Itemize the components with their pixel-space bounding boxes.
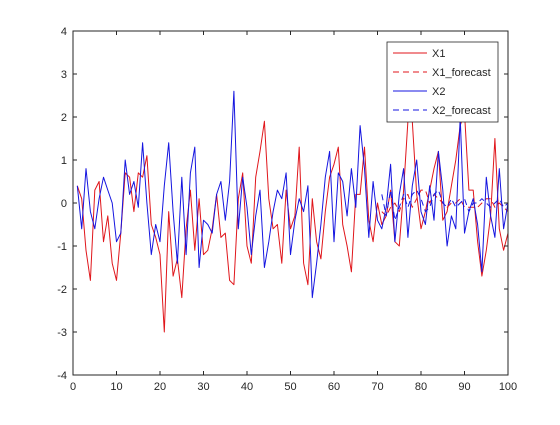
- legend-box: [386, 41, 499, 123]
- legend-label-x2: X2: [432, 86, 445, 98]
- series-line-x1: [76, 112, 509, 333]
- y-tick-label: 2: [61, 112, 67, 124]
- x-tick-label: 50: [284, 381, 296, 393]
- x-tick-label: 100: [499, 381, 517, 393]
- x-tick-label: 40: [241, 381, 253, 393]
- y-tick-label: -3: [57, 327, 67, 339]
- x-tick-label: 80: [415, 381, 427, 393]
- legend-label-x1_forecast: X1_forecast: [432, 67, 491, 79]
- y-tick-label: -2: [57, 284, 67, 296]
- y-tick-label: 3: [61, 69, 67, 81]
- y-tick-label: 4: [61, 26, 67, 38]
- legend: X1 X1_forecast X2 X2_forecast: [386, 41, 499, 123]
- x-tick-label: 0: [70, 381, 76, 393]
- x-tick-label: 90: [458, 381, 470, 393]
- series-line-x1_forecast: [381, 189, 509, 217]
- series-line-x2: [76, 90, 509, 299]
- x-tick-label: 70: [371, 381, 383, 393]
- axes-layer: 0 10 20 30 40 50 60 70 80 90 100 -4 -3 -2 -1 0 1 2 3 4: [57, 26, 517, 393]
- y-tick-label: 0: [61, 198, 67, 210]
- series-layer: [76, 90, 509, 333]
- x-tick-label: 20: [154, 381, 166, 393]
- series-line-x2_forecast: [381, 189, 509, 221]
- y-tick-label: -4: [57, 370, 67, 382]
- x-tick-label: 60: [328, 381, 340, 393]
- legend-label-x1: X1: [432, 48, 445, 60]
- y-tick-label: 1: [61, 155, 67, 167]
- legend-label-x2_forecast: X2_forecast: [432, 105, 491, 117]
- y-tick-label: -1: [57, 241, 67, 253]
- x-tick-label: 10: [110, 381, 122, 393]
- x-tick-label: 30: [197, 381, 209, 393]
